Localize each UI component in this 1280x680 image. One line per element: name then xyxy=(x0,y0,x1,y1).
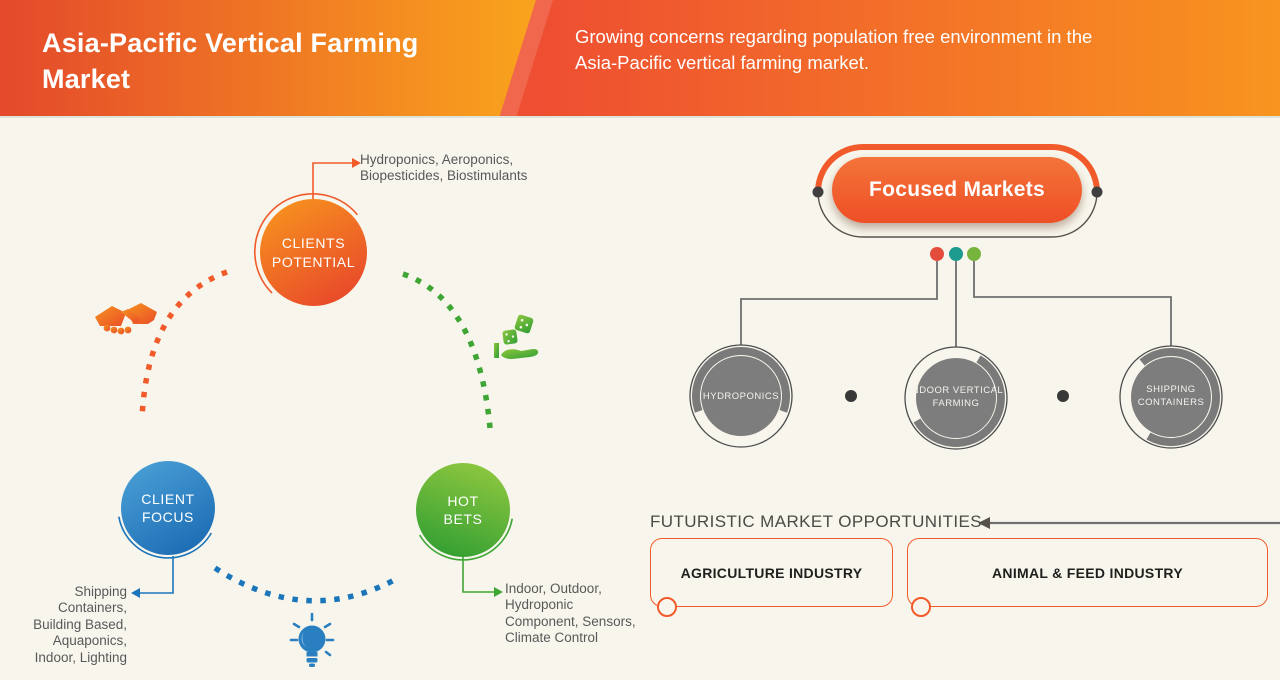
separator-dot xyxy=(1057,390,1069,402)
focused-markets-title: Focused Markets xyxy=(868,178,1046,201)
green-dot xyxy=(967,247,981,261)
clients-potential-ring-arc xyxy=(254,192,359,294)
arrow-right-icon xyxy=(352,158,361,168)
page-title: Asia-Pacific Vertical Farming Market xyxy=(42,28,419,94)
shipping-containers-node xyxy=(1119,345,1223,449)
indoor-vertical-farming-label: INDOOR VERTICAL FARMING xyxy=(908,385,1004,409)
client-focus-connector xyxy=(140,556,174,594)
pill-outline-bottom xyxy=(817,191,1098,238)
lightbulb-icon xyxy=(289,612,335,667)
agriculture-industry-box: AGRICULTURE INDUSTRY xyxy=(650,538,893,607)
separator-dot xyxy=(845,390,857,402)
branch-lines xyxy=(740,261,1172,347)
hot-bets-bubble: HOT BETS xyxy=(416,463,510,557)
clients-potential-bubble: CLIENTS POTENTIAL xyxy=(260,199,367,306)
dotted-arc-green xyxy=(402,271,493,429)
pill-outline-top-arc xyxy=(815,144,1100,195)
clients-potential-label: CLIENTS POTENTIAL xyxy=(271,235,356,270)
opportunities-heading: FUTURISTIC MARKET OPPORTUNITIES xyxy=(650,512,982,531)
dice-hand-icon xyxy=(494,314,539,359)
arrow-left-icon xyxy=(978,517,990,529)
client-focus-ring-arc xyxy=(118,516,212,559)
animal-feed-industry-box: ANIMAL & FEED INDUSTRY xyxy=(907,538,1268,607)
red-dot xyxy=(930,247,944,261)
clients-potential-note: Hydroponics, Aeroponics, Biopesticides, … xyxy=(360,152,528,184)
focused-markets-canvas xyxy=(689,144,1280,529)
dotted-arc-blue xyxy=(213,565,400,604)
hot-bets-ring-arc xyxy=(419,518,513,561)
hot-bets-connector xyxy=(462,557,494,593)
client-focus-bubble: CLIENT FOCUS xyxy=(121,461,215,555)
indoor-vertical-farming-node xyxy=(904,346,1008,450)
shipping-containers-label: SHIPPING CONTAINERS xyxy=(1137,384,1205,408)
pill-left-dot xyxy=(812,186,824,198)
pill-right-dot xyxy=(1091,186,1103,198)
strategy-diagram-canvas xyxy=(95,158,539,667)
agriculture-box-corner-ring xyxy=(657,597,677,617)
focused-markets-pill: Focused Markets xyxy=(832,157,1082,223)
hydroponics-node xyxy=(689,344,793,448)
agriculture-industry-label: AGRICULTURE INDUSTRY xyxy=(680,564,863,581)
hydroponics-label: HYDROPONICS xyxy=(702,391,780,402)
animal-feed-industry-label: ANIMAL & FEED INDUSTRY xyxy=(992,564,1183,581)
client-focus-label: CLIENT FOCUS xyxy=(141,490,195,525)
page-subtitle: Growing concerns regarding population fr… xyxy=(575,26,1093,74)
header-banner: Asia-Pacific Vertical Farming Market Gro… xyxy=(0,0,1280,118)
teal-dot xyxy=(949,247,963,261)
hot-bets-note: Indoor, Outdoor, Hydroponic Component, S… xyxy=(505,581,636,646)
clients-potential-connector xyxy=(312,162,352,199)
header-right-panel xyxy=(499,0,1280,116)
hot-bets-label: HOT BETS xyxy=(443,492,483,527)
arrow-left-icon xyxy=(131,588,140,598)
arrow-right-icon xyxy=(494,587,503,597)
dotted-arc-orange xyxy=(139,269,228,419)
animal-feed-box-corner-ring xyxy=(911,597,931,617)
client-focus-note: Shipping Containers, Building Based, Aqu… xyxy=(33,584,127,665)
handshake-icon xyxy=(95,303,157,335)
